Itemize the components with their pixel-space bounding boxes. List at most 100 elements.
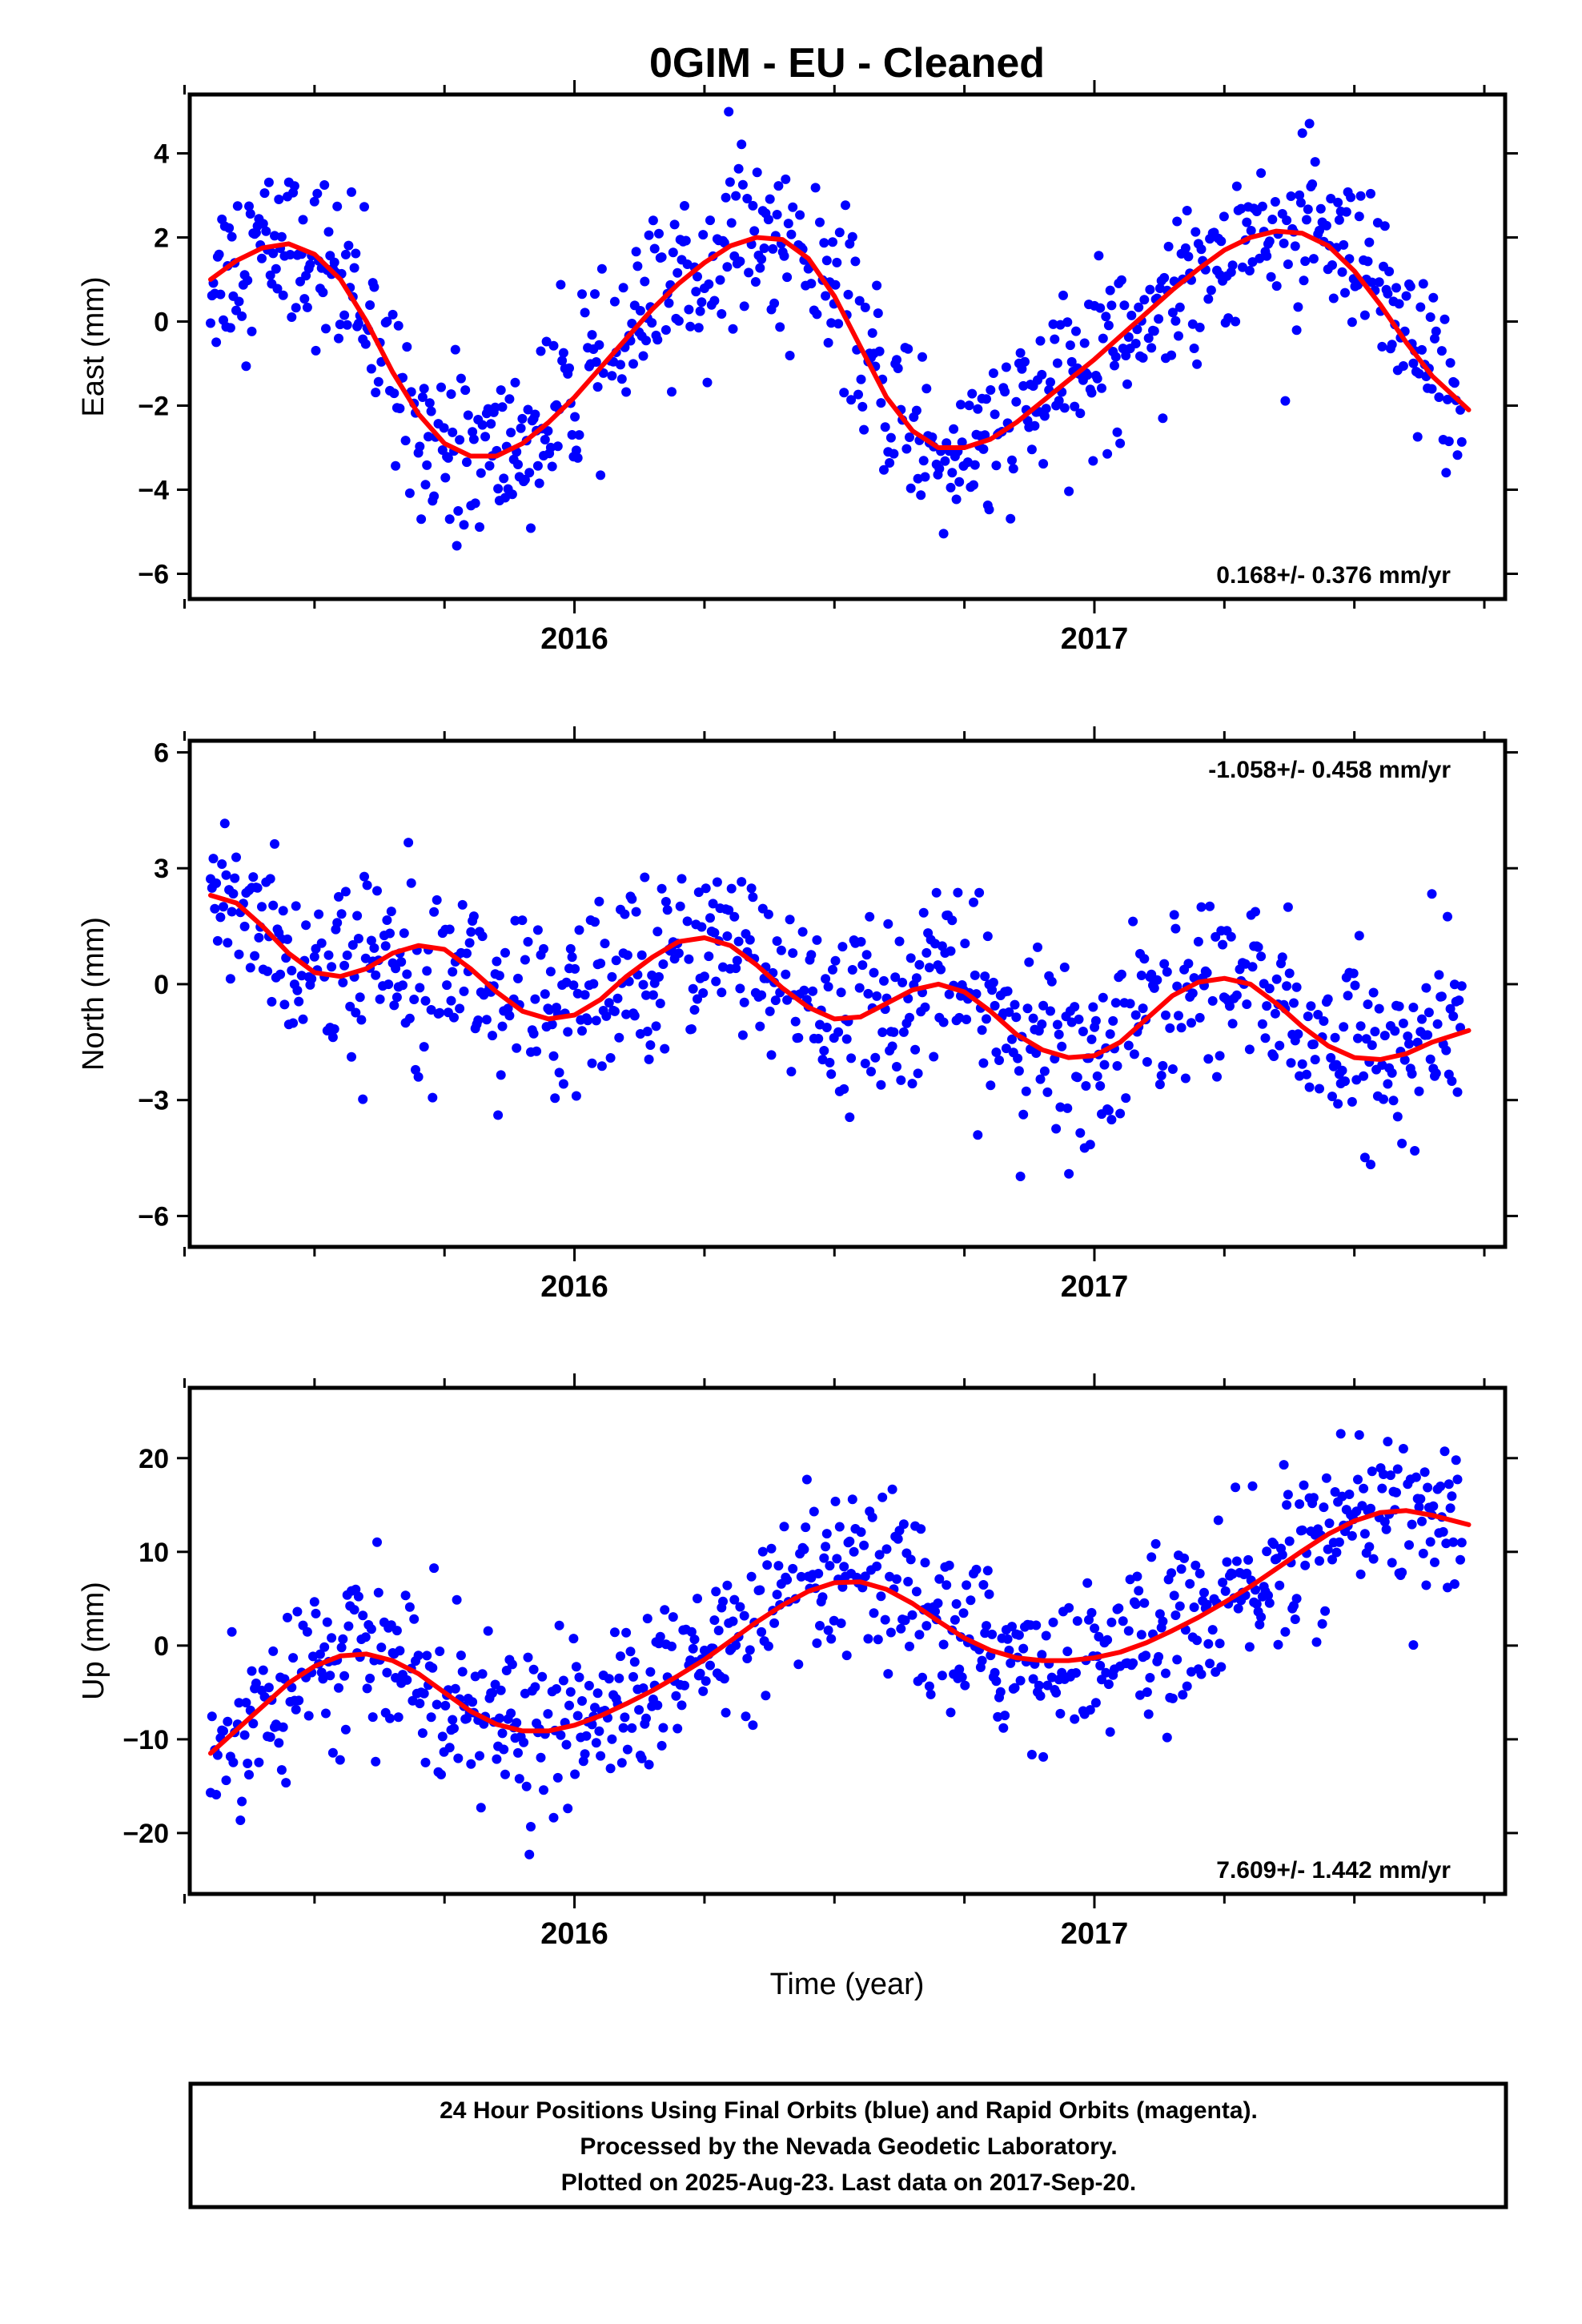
data-point bbox=[823, 982, 833, 992]
data-point bbox=[574, 1672, 584, 1683]
plot-frame bbox=[187, 1385, 1508, 1896]
data-point bbox=[1226, 931, 1236, 942]
data-point bbox=[1383, 1437, 1393, 1447]
data-point bbox=[960, 939, 970, 949]
data-point bbox=[609, 296, 620, 307]
data-point bbox=[1074, 1014, 1084, 1024]
data-point bbox=[917, 352, 927, 362]
data-point bbox=[1088, 1002, 1098, 1012]
data-point bbox=[752, 167, 762, 178]
data-point bbox=[1441, 1538, 1452, 1549]
data-point bbox=[951, 494, 962, 505]
data-point bbox=[671, 1691, 681, 1701]
data-point bbox=[1427, 889, 1437, 899]
data-point bbox=[832, 257, 842, 267]
data-point bbox=[1427, 384, 1437, 394]
data-point bbox=[591, 1738, 601, 1748]
data-point bbox=[833, 319, 844, 329]
data-point bbox=[1112, 1061, 1122, 1071]
data-point bbox=[1004, 1007, 1014, 1017]
data-point bbox=[528, 1664, 539, 1675]
data-point bbox=[705, 215, 715, 226]
data-point bbox=[257, 253, 267, 263]
data-point bbox=[530, 409, 540, 420]
data-point bbox=[327, 1032, 338, 1043]
data-point bbox=[510, 915, 520, 926]
y-tick-label: 20 bbox=[139, 1444, 169, 1474]
data-point bbox=[594, 340, 604, 350]
data-point bbox=[334, 333, 343, 344]
data-point bbox=[1275, 1040, 1285, 1051]
data-point bbox=[466, 1759, 476, 1769]
data-point bbox=[243, 275, 253, 286]
data-point bbox=[1172, 981, 1182, 991]
data-point bbox=[620, 1712, 630, 1723]
data-point bbox=[1401, 291, 1411, 301]
data-point bbox=[1195, 1568, 1205, 1578]
data-point bbox=[371, 1756, 381, 1767]
data-point bbox=[1367, 277, 1377, 287]
data-point bbox=[1392, 1112, 1403, 1122]
data-point bbox=[1054, 396, 1064, 406]
data-point bbox=[1161, 1668, 1170, 1679]
data-point bbox=[215, 912, 226, 923]
data-point bbox=[386, 907, 396, 917]
data-point bbox=[817, 1592, 828, 1602]
data-point bbox=[708, 899, 718, 909]
data-point bbox=[916, 490, 926, 501]
data-point bbox=[877, 1027, 888, 1037]
data-point bbox=[513, 1747, 523, 1758]
data-point bbox=[1008, 464, 1018, 474]
data-point bbox=[417, 1728, 428, 1739]
data-point bbox=[934, 1574, 945, 1584]
data-point bbox=[883, 1669, 893, 1679]
data-point bbox=[739, 1610, 749, 1621]
data-point bbox=[828, 237, 837, 247]
data-point bbox=[685, 321, 696, 332]
data-point bbox=[548, 340, 559, 351]
rate-annotation: 7.609+/- 1.442 mm/yr bbox=[1216, 1857, 1451, 1884]
data-point bbox=[960, 1680, 970, 1691]
data-point bbox=[763, 1641, 773, 1651]
data-point bbox=[1189, 973, 1199, 983]
data-point bbox=[334, 1683, 343, 1693]
plot-frame bbox=[187, 738, 1508, 1249]
data-point bbox=[241, 361, 251, 372]
data-point bbox=[701, 883, 711, 894]
data-point bbox=[660, 1605, 670, 1615]
data-point bbox=[565, 1687, 576, 1697]
data-point bbox=[1417, 1014, 1427, 1024]
data-point bbox=[861, 950, 872, 960]
data-point bbox=[788, 1563, 798, 1574]
data-point bbox=[982, 1014, 991, 1024]
data-point bbox=[488, 1031, 497, 1041]
data-point bbox=[612, 993, 623, 1003]
data-point bbox=[1306, 1001, 1316, 1011]
data-point bbox=[654, 228, 664, 239]
data-point bbox=[1299, 275, 1309, 286]
data-point bbox=[1035, 1074, 1046, 1084]
data-point bbox=[305, 259, 315, 270]
data-point bbox=[701, 1676, 711, 1687]
data-point bbox=[860, 302, 870, 312]
data-point bbox=[977, 1655, 987, 1666]
data-point bbox=[1159, 272, 1170, 283]
data-point bbox=[1359, 1152, 1370, 1163]
data-point bbox=[821, 1529, 832, 1539]
data-point bbox=[366, 1624, 376, 1634]
data-point bbox=[616, 360, 625, 370]
data-point bbox=[1051, 1124, 1062, 1134]
data-point bbox=[362, 880, 372, 891]
data-point bbox=[1125, 999, 1135, 1009]
data-point bbox=[1262, 251, 1272, 261]
data-point bbox=[954, 476, 965, 487]
data-point bbox=[1266, 271, 1276, 282]
data-point bbox=[779, 1522, 789, 1532]
x-tick-label: 2016 bbox=[540, 1270, 608, 1304]
data-point bbox=[512, 1718, 522, 1728]
data-point bbox=[1379, 1094, 1388, 1104]
data-point bbox=[446, 389, 456, 400]
data-point bbox=[785, 351, 795, 360]
data-point bbox=[893, 364, 903, 373]
